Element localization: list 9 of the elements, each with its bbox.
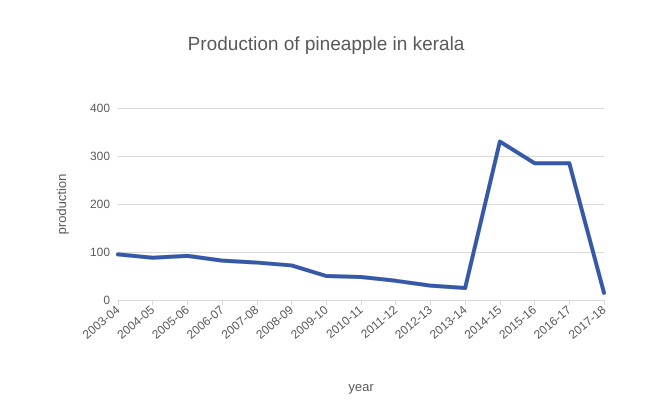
y-tick-label: 100 [90,245,110,259]
y-tick-label: 300 [90,149,110,163]
y-tick-label: 200 [90,197,110,211]
y-tick-label: 0 [103,293,110,307]
chart-title: Production of pineapple in kerala [188,34,465,55]
y-axis-title: production [54,174,69,234]
x-axis-title: year [348,379,374,394]
line-series [116,140,606,295]
y-tick-label: 400 [90,101,110,115]
